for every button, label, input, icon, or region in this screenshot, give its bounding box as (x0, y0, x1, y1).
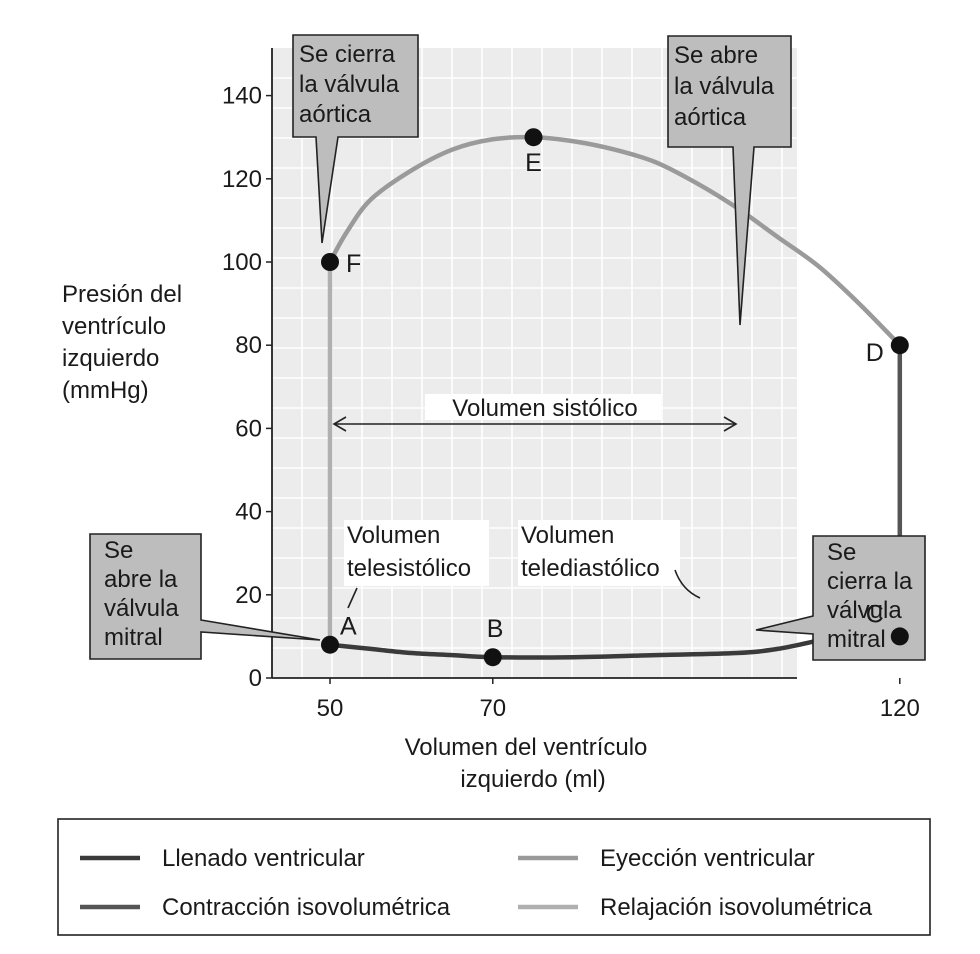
callout-mitral-open-line-3: válvula (104, 595, 179, 622)
y-tick-label: 0 (249, 665, 262, 692)
x-axis-label-line-2: izquierdo (ml) (460, 766, 605, 793)
point-f (321, 253, 339, 271)
telediastolico-bg (518, 520, 680, 586)
x-tick-label: 120 (880, 695, 920, 722)
point-label-f: F (346, 250, 361, 278)
callout-aortic-close-line-1: Se cierra (299, 41, 396, 68)
axes: 0 20 40 60 80 100 120 140 50 70 120 (222, 48, 920, 722)
y-tick-label: 120 (222, 166, 262, 193)
point-label-a: A (340, 613, 357, 641)
y-axis-label-line-1: Presión del (62, 281, 182, 308)
callout-aortic-open-line-2: la válvula (674, 73, 775, 100)
y-tick-label: 140 (222, 83, 262, 110)
stroke-volume-arrow (332, 416, 738, 432)
telesistolico-bg (344, 520, 489, 586)
series-ejection (327, 134, 903, 348)
y-tick-label: 20 (235, 582, 262, 609)
legend-label: Eyección ventricular (600, 845, 815, 872)
telesistolico-pointer (347, 587, 358, 609)
legend-label: Relajación isovolumétrica (600, 894, 873, 921)
point-d (890, 336, 909, 355)
legend-box (57, 818, 931, 936)
callout-mitral-open-line-4: mitral (104, 624, 163, 651)
callout-mitral-open-line-2: abre la (104, 566, 178, 593)
y-axis-label-line-4: (mmHg) (62, 377, 149, 404)
point-label-e: E (525, 149, 542, 177)
point-label-d: D (866, 339, 884, 367)
y-axis-label-line-3: izquierdo (62, 345, 159, 372)
callout-mitral-open-box (89, 533, 321, 660)
x-tick-label: 50 (317, 695, 344, 722)
stroke-volume-label: Volumen sistólico (452, 395, 637, 422)
point-label-b: B (487, 615, 504, 643)
point-c (890, 627, 909, 646)
telesistolico-label-line-2: telesistólico (347, 555, 471, 582)
legend: Llenado ventricular Eyección ventricular C… (57, 818, 931, 936)
x-axis-label-line-1: Volumen del ventrículo (405, 734, 648, 761)
telediastolico-pointer (674, 569, 701, 599)
callout-mitral-close-line-3: válvula (827, 597, 902, 624)
callout-aortic-open-box (667, 35, 792, 326)
point-b (483, 648, 502, 667)
point-label-c: C (866, 600, 884, 628)
callout-aortic-close-box (292, 34, 419, 244)
callout-aortic-open-line-1: Se abre (674, 42, 758, 69)
point-a (321, 635, 339, 654)
x-tick-label: 70 (479, 695, 506, 722)
telesistolico-label-line-1: Volumen (347, 522, 440, 549)
telediastolico-label-line-2: telediastólico (521, 555, 660, 582)
callout-aortic-open-line-3: aórtica (674, 104, 747, 131)
y-tick-label: 80 (235, 332, 262, 359)
callout-mitral-close-box (755, 535, 926, 661)
legend-label: Contracción isovolumétrica (162, 894, 451, 921)
legend-label: Llenado ventricular (162, 845, 365, 872)
y-tick-label: 100 (222, 249, 262, 276)
callout-mitral-close-line-2: cierra la (827, 568, 913, 595)
points-layer: A B C D E F (321, 128, 909, 667)
legend-items: Llenado ventricular Eyección ventricular C… (80, 845, 873, 921)
telediastolico-label-line-1: Volumen (521, 522, 614, 549)
callout-mitral-open-line-1: Se (104, 537, 133, 564)
point-e (524, 128, 543, 147)
callout-aortic-close-line-3: aórtica (299, 101, 372, 128)
y-tick-label: 40 (235, 499, 262, 526)
callout-mitral-close-line-1: Se (827, 539, 856, 566)
y-axis-label-line-2: ventrículo (62, 313, 166, 340)
y-tick-label: 60 (235, 415, 262, 442)
stroke-volume-label-bg (425, 394, 661, 420)
callout-mitral-close-line-4: mitral (827, 626, 886, 653)
callout-aortic-close-line-2: la válvula (299, 71, 400, 98)
